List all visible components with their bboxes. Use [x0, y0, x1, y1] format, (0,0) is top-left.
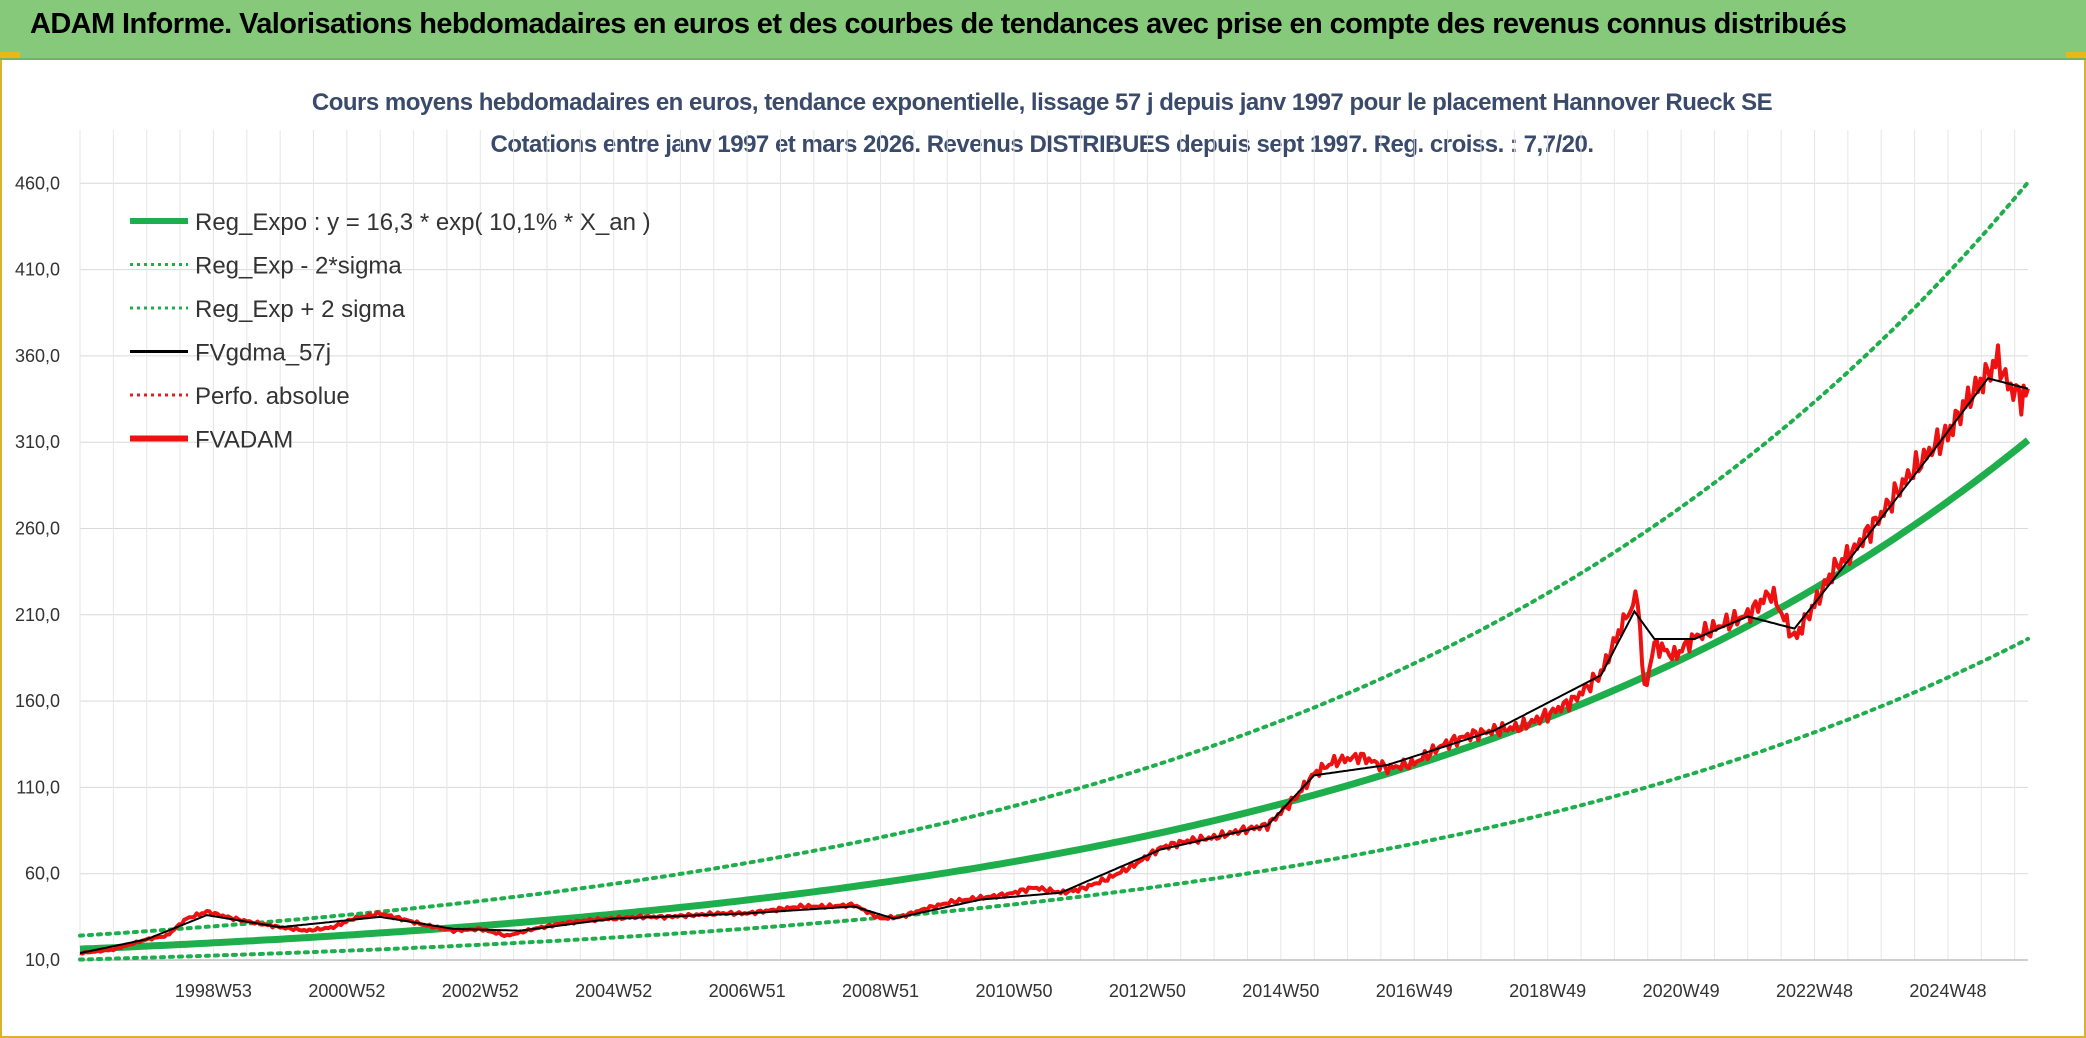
chart-title-line1: Cours moyens hebdomadaires en euros, ten…: [312, 89, 1773, 116]
reg-exp-plus-2sigma-line: [78, 180, 2030, 938]
x-tick-label: 2020W49: [1643, 981, 1720, 1001]
y-tick-label: 210,0: [15, 605, 60, 625]
y-tick-label: 110,0: [16, 777, 60, 797]
legend: Reg_Expo : y = 16,3 * exp( 10,1% * X_an …: [130, 209, 651, 454]
reg-exp-minus-2sigma-line: [78, 636, 2030, 962]
x-tick-label: 2014W50: [1242, 981, 1319, 1001]
corner-accent-left: [0, 52, 20, 58]
x-tick-label: 1998W53: [175, 981, 252, 1001]
legend-label: Reg_Expo : y = 16,3 * exp( 10,1% * X_an …: [195, 209, 651, 236]
x-tick-label: 2006W51: [709, 981, 786, 1001]
series-layer: [78, 180, 2031, 962]
y-tick-label: 160,0: [15, 691, 60, 711]
legend-label: FVgdma_57j: [195, 340, 331, 367]
fvgdma-57j-line: [79, 377, 2029, 955]
fvadam-line: [79, 343, 2030, 956]
corner-accent-right: [2066, 52, 2086, 58]
x-tick-label: 2024W48: [1909, 981, 1986, 1001]
x-tick-label: 2000W52: [308, 981, 385, 1001]
legend-label: Reg_Exp + 2 sigma: [195, 296, 406, 323]
y-tick-label: 360,0: [15, 346, 60, 366]
y-tick-label: 460,0: [15, 173, 60, 193]
y-tick-label: 410,0: [15, 260, 60, 280]
y-axis: 10,0 60,0 110,0 160,0 210,0 260,0 310,0 360,0 41…: [15, 173, 60, 970]
x-tick-label: 2016W49: [1376, 981, 1453, 1001]
x-tick-label: 2022W48: [1776, 981, 1853, 1001]
x-tick-label: 2004W52: [575, 981, 652, 1001]
x-tick-label: 2008W51: [842, 981, 919, 1001]
legend-label: Reg_Exp - 2*sigma: [195, 253, 402, 280]
x-axis: 1998W53 2000W52 2002W52 2004W52 2006W51 2008W…: [80, 959, 2028, 1001]
y-tick-label: 310,0: [15, 432, 60, 452]
x-tick-label: 2018W49: [1509, 981, 1586, 1001]
x-tick-label: 2012W50: [1109, 981, 1186, 1001]
chart-title-line2: Cotations entre janv 1997 et mars 2026. …: [491, 131, 1594, 158]
y-tick-label: 10,0: [25, 950, 60, 970]
x-tick-label: 2002W52: [442, 981, 519, 1001]
grid: [79, 130, 2028, 961]
y-tick-label: 260,0: [15, 519, 60, 539]
report-title: ADAM Informe. Valorisations hebdomadaire…: [30, 8, 1847, 40]
legend-label: FVADAM: [195, 427, 293, 454]
reg-expo-line: [79, 437, 2031, 953]
x-tick-label: 2010W50: [975, 981, 1052, 1001]
report-banner: ADAM Informe. Valorisations hebdomadaire…: [0, 0, 2086, 60]
y-tick-label: 60,0: [25, 864, 60, 884]
legend-label: Perfo. absolue: [195, 383, 350, 410]
